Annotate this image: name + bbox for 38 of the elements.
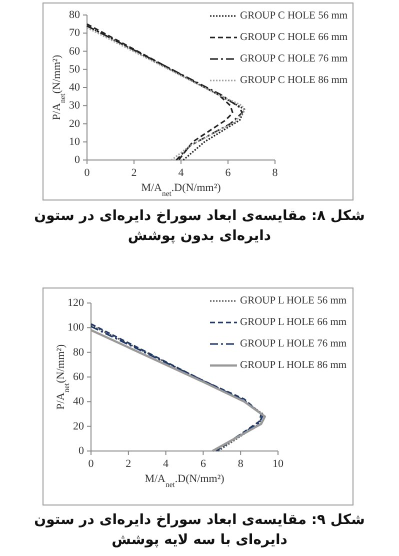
x-axis-title: M/A$_{net}$.D(N/mm²)	[141, 182, 222, 198]
y-tick-label: 60	[69, 45, 80, 58]
x-axis-title: M/A$_{net}$.D(N/mm²)	[144, 473, 225, 488]
x-tick-label: 10	[272, 458, 284, 470]
x-tick-label: 8	[272, 167, 278, 179]
legend-label: GROUP C HOLE 66 mm	[240, 32, 348, 43]
y-tick-label: 60	[73, 371, 84, 383]
legend-label: GROUP C HOLE 56 mm	[240, 10, 348, 22]
x-tick-label: 0	[88, 458, 94, 470]
x-tick-label: 4	[178, 167, 184, 179]
y-tick-label: 120	[68, 297, 84, 309]
x-tick-label: 4	[163, 458, 170, 470]
x-tick-label: 6	[200, 458, 206, 470]
x-tick-label: 8	[238, 458, 244, 470]
y-tick-label: 0	[74, 154, 80, 166]
y-tick-label: 20	[73, 420, 84, 432]
y-tick-label: 70	[69, 27, 80, 40]
y-tick-label: 40	[69, 82, 80, 94]
y-tick-label: 50	[69, 63, 80, 76]
x-tick-label: 2	[131, 167, 137, 179]
legend-label: GROUP L HOLE 66 mm	[240, 317, 347, 328]
y-tick-label: 80	[73, 346, 84, 358]
legend-label: GROUP C HOLE 76 mm	[240, 54, 348, 64]
y-tick-label: 40	[73, 396, 84, 408]
y-tick-label: 0	[78, 445, 84, 457]
legend-label: GROUP L HOLE 86 mm	[240, 360, 347, 371]
x-tick-label: 2	[126, 458, 132, 470]
y-tick-label: 20	[69, 118, 80, 130]
y-tick-label: 10	[69, 136, 80, 148]
legend-label: GROUP L HOLE 56 mm	[240, 296, 347, 306]
y-tick-label: 100	[68, 322, 84, 334]
text: شکل ۸: مقایسه‌ی ابعاد سوراخ دایره‌ای در ستون دایره‌ای بدون پوشش	[33, 207, 366, 246]
x-tick-label: 6	[225, 167, 232, 179]
y-tick-label: 30	[69, 100, 80, 112]
text: شکل ۹: مقایسه‌ی ابعاد سوراخ دایره‌ای در ستون دایره‌ای با سه لایه پوشش	[33, 511, 366, 550]
legend-label: GROUP L HOLE 76 mm	[240, 338, 347, 350]
y-tick-label: 80	[69, 9, 80, 21]
legend-label: GROUP C HOLE 86 mm	[240, 75, 348, 86]
